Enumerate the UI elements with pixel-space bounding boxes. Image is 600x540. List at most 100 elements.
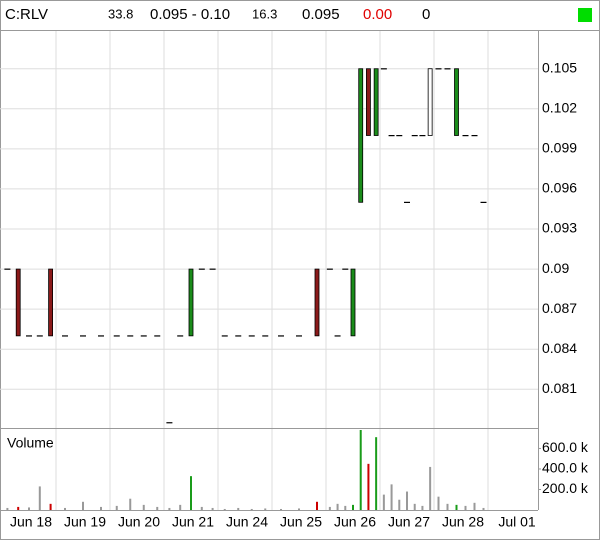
x-tick-label: Jun 24	[226, 514, 268, 530]
candle-doji	[296, 335, 302, 337]
candle-doji	[198, 268, 205, 270]
volume-bar	[38, 486, 41, 510]
volume-bar	[264, 508, 267, 510]
volume-bar	[344, 505, 347, 510]
candle-doji	[262, 335, 269, 337]
candle-body	[188, 268, 194, 337]
candle-doji	[480, 201, 487, 203]
y-tick-label: 0.105	[542, 59, 577, 75]
x-tick-label: Jun 18	[10, 514, 52, 530]
status-indicator	[578, 8, 592, 22]
x-tick-label: Jun 28	[442, 514, 484, 530]
candle-doji	[326, 268, 333, 270]
volume-bar	[316, 501, 318, 510]
volume-bar	[328, 506, 331, 510]
y-tick-label: 0.096	[542, 180, 577, 196]
candle-body	[350, 268, 356, 337]
volume-bar	[482, 507, 485, 510]
candle-body	[366, 68, 371, 136]
volume-bar	[17, 506, 20, 510]
volume-bar	[142, 504, 145, 510]
x-tick-label: Jul 01	[498, 514, 536, 530]
candle-doji	[140, 335, 147, 337]
symbol: C:RLV	[5, 6, 48, 23]
volume-bar	[437, 496, 440, 510]
volume-bar	[280, 508, 282, 510]
candle-doji	[396, 135, 403, 137]
candle-doji	[62, 335, 68, 337]
volume-bar	[429, 466, 432, 510]
volume-bar	[367, 463, 370, 510]
y-tick-label: 0.081	[542, 380, 577, 396]
volume-bar	[237, 507, 240, 510]
candle-doji	[166, 422, 173, 424]
candle-doji	[380, 68, 387, 70]
candle-body	[358, 68, 364, 203]
volume-bar	[28, 507, 30, 510]
candle-body	[15, 268, 21, 337]
x-tick-label: Jun 20	[118, 514, 160, 530]
x-tick-label: Jun 19	[64, 514, 106, 530]
header-field: 0.095	[302, 6, 340, 23]
volume-bar	[179, 504, 182, 510]
header-field: 33.8	[108, 6, 133, 21]
candle-doji	[127, 335, 134, 337]
candle-doji	[388, 135, 395, 137]
candle-doji	[404, 201, 410, 203]
candle-doji	[113, 335, 120, 337]
candle-doji	[334, 335, 341, 337]
volume-bar	[156, 506, 159, 510]
volume-bar	[455, 504, 458, 510]
candle-doji	[435, 68, 442, 70]
volume-tick-label: 200.0 k	[542, 480, 589, 496]
volume-bar	[115, 505, 118, 510]
x-tick-label: Jun 21	[172, 514, 214, 530]
candle-doji	[444, 68, 451, 70]
candle-doji	[278, 335, 284, 337]
y-tick-label: 0.099	[542, 140, 577, 156]
volume-tick-label: 400.0 k	[542, 460, 589, 476]
header-field: 16.3	[252, 6, 277, 21]
candle-doji	[154, 335, 161, 337]
volume-bar	[382, 494, 385, 510]
y-tick-label: 0.093	[542, 220, 577, 236]
volume-bar	[413, 503, 416, 510]
candle-doji	[342, 268, 349, 270]
candle-doji	[419, 135, 426, 137]
volume-bar	[446, 503, 449, 510]
y-tick-label: 0.087	[542, 300, 577, 316]
candle-doji	[98, 335, 104, 337]
candle-body	[314, 268, 320, 337]
volume-bar	[352, 504, 354, 510]
candle-doji	[209, 268, 216, 270]
candle-body	[373, 68, 379, 136]
candle-body	[427, 68, 433, 136]
x-tick-label: Jun 27	[388, 514, 430, 530]
volume-bar	[168, 507, 171, 510]
volume-bar	[250, 508, 253, 510]
volume-bar	[100, 506, 102, 510]
y-tick-label: 0.084	[542, 340, 577, 356]
candle-body	[454, 68, 459, 136]
volume-bar	[298, 508, 300, 510]
volume-bar	[375, 437, 378, 510]
y-tick-label: 0.102	[542, 100, 577, 116]
volume-bar	[359, 430, 362, 510]
volume-bar	[211, 507, 214, 510]
volume-bar	[6, 507, 9, 510]
candle-doji	[248, 335, 255, 337]
volume-tick-label: 600.0 k	[542, 439, 589, 455]
candle-doji	[4, 268, 11, 270]
candle-doji	[471, 135, 478, 137]
candle-doji	[235, 335, 242, 337]
volume-bar	[82, 501, 84, 510]
volume-bar	[464, 505, 467, 510]
volume-title: Volume	[7, 435, 54, 451]
volume-bar	[398, 499, 401, 510]
candle-doji	[80, 335, 86, 337]
x-tick-label: Jun 25	[280, 514, 322, 530]
volume-bar	[390, 484, 393, 510]
x-tick-label: Jun 26	[334, 514, 376, 530]
